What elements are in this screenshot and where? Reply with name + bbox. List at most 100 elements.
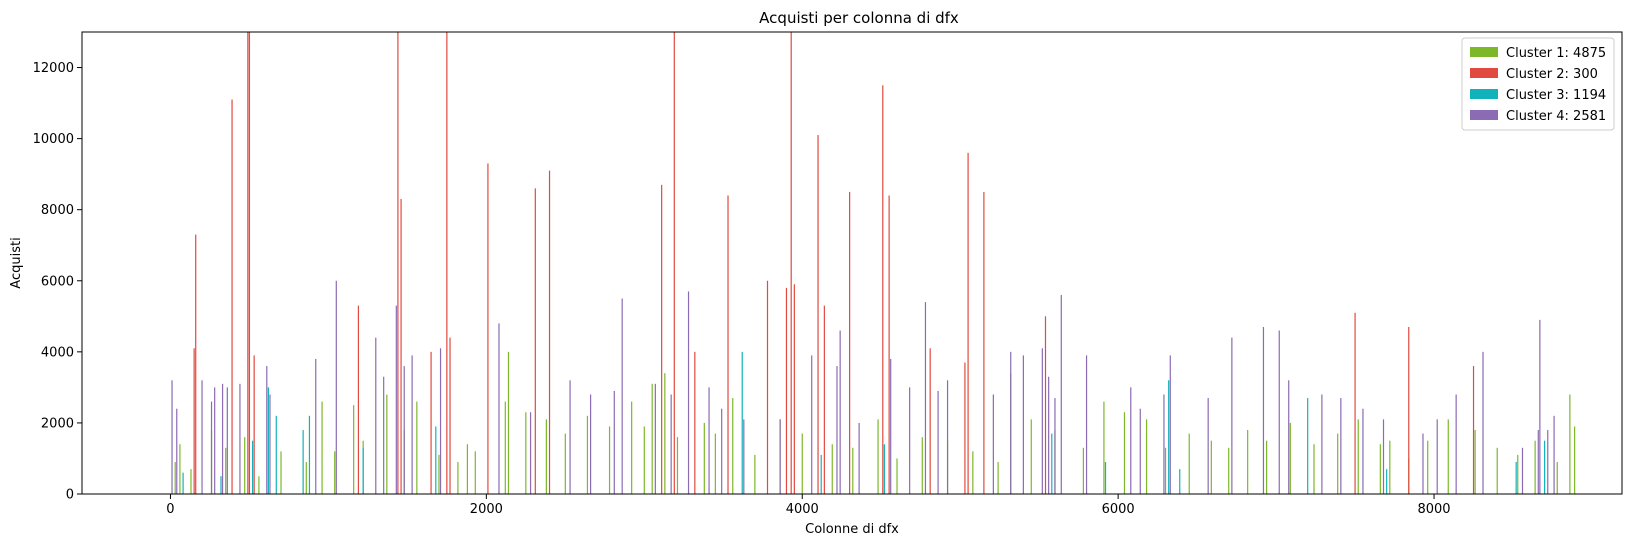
y-tick-label-5: 10000 — [33, 132, 74, 147]
bar-series-1-32 — [703, 422, 705, 494]
bar-series-3-16 — [1307, 398, 1309, 494]
bar-series-4-35 — [890, 358, 892, 494]
legend-label-4: Cluster 4: 2581 — [1506, 109, 1606, 124]
bar-series-4-34 — [858, 422, 860, 494]
bar-series-4-27 — [708, 387, 710, 494]
bar-series-3-5 — [302, 430, 304, 494]
bar-series-4-0 — [171, 380, 173, 494]
bar-series-3-17 — [1386, 469, 1388, 494]
y-tick-label-4: 8000 — [41, 203, 74, 218]
bar-series-4-65 — [1521, 447, 1524, 494]
bar-series-1-20 — [504, 401, 506, 494]
bar-series-2-2 — [231, 99, 233, 495]
bar-series-1-69 — [1496, 447, 1498, 494]
plot-area — [81, 31, 1623, 495]
bar-series-2-1 — [195, 234, 197, 494]
bar-series-4-10 — [315, 358, 317, 494]
legend-swatch-3 — [1470, 89, 1498, 99]
legend-label-3: Cluster 3: 1194 — [1506, 88, 1606, 103]
bar-series-2-21 — [790, 32, 792, 494]
bar-series-3-8 — [435, 426, 437, 494]
bar-series-1-45 — [997, 462, 999, 494]
bar-series-4-47 — [1085, 355, 1088, 494]
bar-series-3-13 — [1104, 462, 1107, 494]
bar-series-4-68 — [1547, 430, 1549, 494]
bar-series-1-17 — [457, 462, 459, 494]
bar-series-2-18 — [727, 195, 729, 495]
bar-series-2-4 — [248, 32, 251, 494]
bar-series-1-27 — [631, 401, 633, 494]
bar-series-2-7 — [397, 32, 399, 494]
legend-label-2: Cluster 2: 300 — [1506, 67, 1598, 82]
bar-series-1-16 — [438, 454, 440, 494]
bar-series-4-6 — [226, 387, 228, 494]
bar-series-4-45 — [1054, 398, 1056, 494]
bar-series-4-36 — [909, 387, 911, 494]
bar-series-4-8 — [266, 366, 268, 494]
x-tick-label-0: 0 — [166, 502, 174, 517]
bar-series-2-6 — [357, 305, 360, 494]
legend-box — [1461, 37, 1615, 131]
bar-series-2-11 — [449, 337, 451, 494]
bar-series-1-53 — [1164, 447, 1167, 494]
bar-series-4-28 — [721, 408, 723, 494]
bar-series-4-12 — [375, 337, 377, 494]
x-axis-label: Colonne di dfx — [805, 522, 899, 537]
bar-series-4-56 — [1288, 380, 1290, 494]
bar-series-1-29 — [651, 383, 653, 494]
y-axis-label: Acquisti — [9, 237, 24, 288]
bar-series-1-26 — [608, 426, 611, 494]
bar-series-4-61 — [1422, 433, 1424, 494]
bar-series-1-47 — [1030, 419, 1032, 494]
bar-series-1-52 — [1145, 419, 1148, 494]
bar-series-3-18 — [1515, 462, 1517, 494]
bar-series-4-40 — [992, 394, 994, 494]
bar-series-4-9 — [269, 394, 271, 494]
bar-series-4-15 — [403, 366, 405, 494]
bar-series-1-35 — [754, 454, 756, 494]
bar-series-4-53 — [1231, 337, 1233, 494]
bar-series-4-37 — [924, 302, 927, 494]
x-axis: 0 2000 4000 6000 8000 — [166, 494, 1451, 517]
bar-series-1-64 — [1389, 440, 1391, 494]
y-tick-label-0: 0 — [66, 488, 74, 503]
bar-series-3-6 — [308, 415, 311, 494]
bar-series-1-74 — [1574, 426, 1576, 494]
bar-series-2-12 — [487, 163, 489, 495]
bar-series-1-67 — [1447, 419, 1449, 494]
x-tick-label-1: 2000 — [470, 502, 503, 517]
bar-series-1-61 — [1337, 433, 1339, 494]
bar-series-1-24 — [564, 433, 566, 494]
bar-series-3-10 — [820, 454, 822, 494]
bar-series-2-23 — [817, 135, 819, 494]
bar-series-1-9 — [321, 401, 323, 494]
bar-series-4-21 — [589, 394, 592, 494]
bar-series-1-31 — [676, 437, 679, 494]
bar-series-4-52 — [1207, 398, 1209, 494]
bar-series-1-44 — [972, 451, 974, 494]
x-tick-label-3: 6000 — [1102, 502, 1135, 517]
bar-series-4-23 — [621, 298, 623, 494]
bar-series-1-21 — [507, 351, 510, 494]
bar-series-4-30 — [779, 419, 781, 494]
bar-series-1-66 — [1427, 440, 1429, 494]
bar-series-1-0 — [174, 462, 176, 494]
bar-series-2-24 — [823, 305, 825, 494]
bar-series-4-26 — [687, 291, 690, 494]
bar-series-2-35 — [1472, 366, 1475, 494]
bar-series-2-5 — [253, 355, 255, 494]
bar-series-4-1 — [176, 408, 178, 494]
bar-series-1-6 — [258, 476, 260, 494]
bar-series-4-43 — [1041, 348, 1043, 494]
bar-series-4-13 — [383, 376, 385, 494]
bar-series-2-19 — [766, 280, 769, 494]
bar-series-4-2 — [201, 380, 203, 494]
bar-series-3-3 — [267, 387, 269, 494]
bar-series-2-17 — [694, 351, 696, 494]
bar-series-1-19 — [474, 451, 476, 494]
bar-series-4-7 — [239, 383, 241, 494]
x-tick-label-2: 4000 — [786, 502, 819, 517]
bar-series-4-5 — [221, 383, 224, 494]
bar-series-4-16 — [411, 355, 413, 494]
